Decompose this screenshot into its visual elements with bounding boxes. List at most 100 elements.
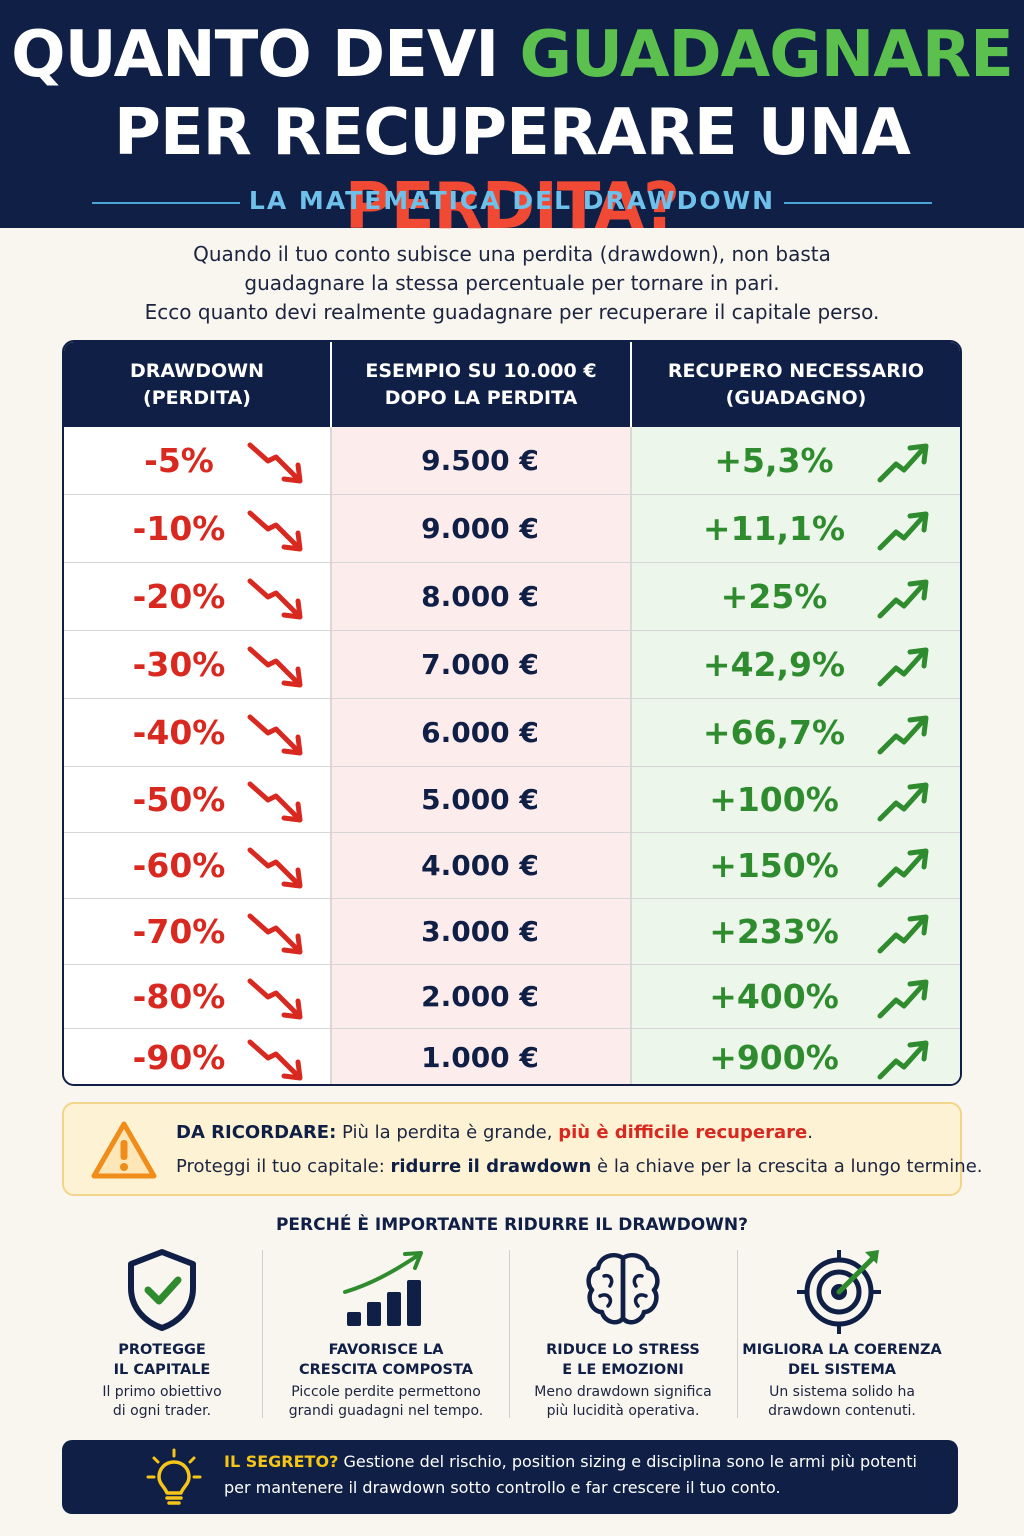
trend-down-arrow-icon [247,913,303,955]
trend-up-arrow-icon [877,511,929,551]
trend-down-arrow-icon [247,1039,303,1081]
why-head: MIGLIORA LA COERENZA DEL SISTEMA [742,1342,942,1378]
trend-up-arrow-icon [877,848,929,888]
why-desc: Il primo obiettivo di ogni trader. [102,1384,222,1419]
recovery-value: +900% [709,1038,839,1077]
title-line-2: PER RECUPERARE UNA PERDITA? [0,96,1024,244]
why-divider [262,1250,263,1418]
drawdown-value: -20% [132,577,226,616]
trend-down-arrow-icon [247,978,303,1020]
table-row: -5% 9.500 € +5,3% [64,427,960,494]
recovery-value: +42,9% [702,645,846,684]
recovery-value: +11,1% [702,509,846,548]
example-value: 9.500 € [421,444,539,477]
trend-up-arrow-icon [877,979,929,1019]
why-item-growth: FAVORISCE LA CRESCITA COMPOSTA Piccole pe… [268,1240,504,1420]
table-row: -30% 7.000 € +42,9% [64,630,960,698]
why-item-stress: RIDUCE LO STRESS E LE EMOZIONI Meno drawd… [514,1240,732,1420]
header-recovery: RECUPERO NECESSARIO (GUADAGNO) [630,342,960,427]
remember-highlight: più è difficile recuperare [558,1122,808,1143]
table-row: -40% 6.000 € +66,7% [64,698,960,766]
subtitle: LA MATEMATICA DEL DRAWDOWN [248,186,776,215]
recovery-value: +25% [720,577,828,616]
title-line-1: QUANTO DEVI GUADAGNARE [0,18,1024,92]
trend-down-arrow-icon [247,578,303,620]
remember-box: DA RICORDARE: Più la perdita è grande, p… [62,1102,983,1196]
drawdown-value: -90% [132,1038,226,1077]
warning-icon [91,1121,157,1179]
drawdown-value: -30% [132,645,226,684]
recovery-value: +233% [709,912,839,951]
table-row: -90% 1.000 € +900% [64,1028,960,1084]
secret-box: IL SEGRETO? Gestione del rischio, positi… [62,1440,958,1514]
secret-line-2: per mantenere il drawdown sotto controll… [224,1478,781,1497]
trend-up-arrow-icon [877,782,929,822]
trend-up-arrow-icon [877,443,929,482]
drawdown-value: -40% [132,713,226,752]
header-drawdown: DRAWDOWN (PERDITA) [130,359,264,409]
brain-icon [586,1253,660,1325]
trend-down-arrow-icon [247,781,303,823]
why-head: RIDUCE LO STRESS E LE EMOZIONI [546,1342,700,1378]
example-value: 5.000 € [421,783,539,816]
drawdown-value: -70% [132,912,226,951]
recovery-value: +100% [709,780,839,819]
remember-line-1: DA RICORDARE: Più la perdita è grande, p… [176,1122,813,1143]
trend-up-arrow-icon [877,914,929,954]
example-value: 6.000 € [421,716,539,749]
why-head: PROTEGGE IL CAPITALE [113,1342,211,1378]
table-header: DRAWDOWN (PERDITA) ESEMPIO SU 10.000 € DOP… [64,342,960,427]
trend-up-arrow-icon [877,715,929,755]
example-value: 3.000 € [421,915,539,948]
drawdown-value: -10% [132,509,226,548]
table-row: -50% 5.000 € +100% [64,766,960,832]
drawdown-value: -60% [132,846,226,885]
trend-down-arrow-icon [247,847,303,889]
drawdown-value: -50% [132,780,226,819]
table-row: -80% 2.000 € +400% [64,964,960,1028]
why-item-consistency: MIGLIORA LA COERENZA DEL SISTEMA Un siste… [742,1240,942,1420]
drawdown-value: -80% [132,977,226,1016]
title-highlight-perdita: PERDITA? [344,170,680,244]
example-column-bg [330,427,630,1084]
header-banner: QUANTO DEVI GUADAGNARE PER RECUPERARE UN… [0,0,1024,244]
title-text-2: PER RECUPERARE UNA [114,96,911,170]
drawdown-value: -5% [144,441,214,480]
recovery-value: +150% [709,846,839,885]
trend-down-arrow-icon [247,510,303,552]
trend-down-arrow-icon [247,646,303,688]
why-head: FAVORISCE LA CRESCITA COMPOSTA [298,1342,473,1378]
table-row: -60% 4.000 € +150% [64,832,960,898]
why-desc: Meno drawdown significa più lucidità oper… [534,1384,712,1419]
target-icon [797,1250,881,1334]
trend-up-arrow-icon [877,1040,929,1080]
why-divider [509,1250,510,1418]
secret-line-1: IL SEGRETO? Gestione del rischio, positi… [224,1452,917,1471]
example-value: 4.000 € [421,849,539,882]
remember-bold: ridurre il drawdown [390,1156,592,1177]
why-desc: Piccole perdite permettono grandi guadagn… [288,1384,484,1419]
intro-line-3: Ecco quanto devi realmente guadagnare pe… [144,300,880,324]
table-row: -70% 3.000 € +233% [64,898,960,964]
recovery-value: +5,3% [714,441,834,480]
intro-line-1: Quando il tuo conto subisce una perdita … [193,242,831,266]
why-title: PERCHÉ È IMPORTANTE RIDURRE IL DRAWDOWN? [275,1215,749,1235]
table-row: -10% 9.000 € +11,1% [64,494,960,562]
title-highlight-guadagnare: GUADAGNARE [519,18,1013,92]
why-divider [737,1250,738,1418]
remember-line-2: Proteggi il tuo capitale: ridurre il dra… [176,1156,983,1177]
recovery-value: +66,7% [702,713,846,752]
subtitle-divider-right [784,202,932,204]
why-item-protect: PROTEGGE IL CAPITALE Il primo obiettivo di… [62,1240,262,1420]
title-text-1: QUANTO DEVI [11,18,520,92]
trend-up-arrow-icon [877,647,929,687]
example-value: 2.000 € [421,980,539,1013]
example-value: 9.000 € [421,512,539,545]
trend-up-arrow-icon [877,579,929,619]
intro-text: Quando il tuo conto subisce una perdita … [0,240,1024,327]
subtitle-wrap: LA MATEMATICA DEL DRAWDOWN [0,182,1024,222]
why-desc: Un sistema solido ha drawdown contenuti. [768,1384,916,1419]
example-value: 7.000 € [421,648,539,681]
header-example: ESEMPIO SU 10.000 € DOPO LA PERDITA [330,342,630,427]
subtitle-divider-left [92,202,240,204]
